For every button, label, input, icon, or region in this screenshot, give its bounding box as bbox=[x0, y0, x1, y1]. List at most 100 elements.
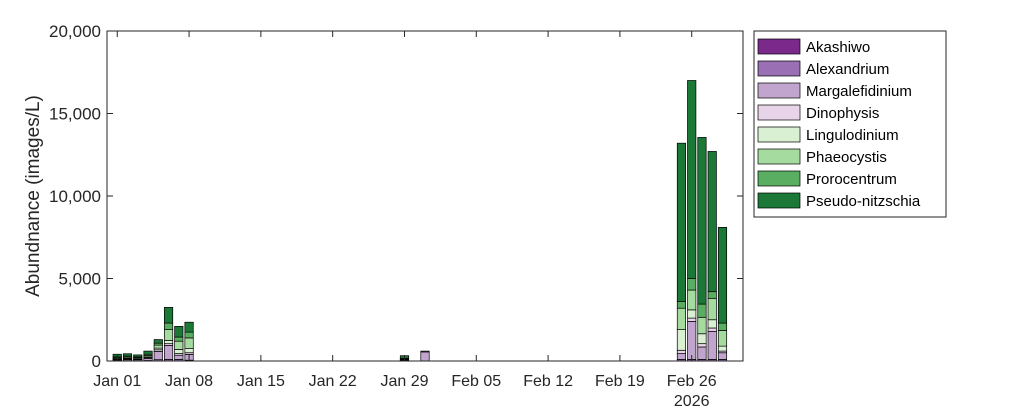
bar-segment-margalefidinium bbox=[163, 344, 174, 360]
bar-stack bbox=[133, 354, 143, 362]
y-tick-label: 10,000 bbox=[49, 187, 101, 206]
x-year-label: 2026 bbox=[674, 393, 710, 410]
bar-segment-lingulodinium bbox=[707, 319, 717, 329]
bar-stack bbox=[143, 350, 153, 362]
bar-segment-pseudo-nitzschia bbox=[174, 326, 184, 338]
x-tick-label: Feb 05 bbox=[451, 373, 501, 390]
bar-segment-prorocentrum bbox=[163, 322, 174, 330]
axes-layer: 0 5,000 10,000 15,000 20,000 Jan 01 Jan 08 Jan … bbox=[23, 22, 744, 410]
bar-segment-margalefidinium bbox=[717, 352, 728, 360]
legend-label: Dinophysis bbox=[806, 105, 879, 122]
legend-box bbox=[753, 30, 947, 218]
bar-segment-dinophysis bbox=[697, 343, 707, 348]
bar-stack bbox=[697, 137, 707, 362]
bar-segment-margalefidinium bbox=[420, 351, 430, 362]
bar-stack bbox=[420, 350, 430, 362]
bar-segment-margalefidinium bbox=[153, 351, 163, 361]
bar-segment-phaeocystis bbox=[174, 340, 184, 350]
bar-segment-lingulodinium bbox=[676, 329, 687, 351]
bar-segment-prorocentrum bbox=[687, 278, 697, 291]
bar-stack bbox=[676, 142, 687, 362]
bar-stack bbox=[707, 151, 717, 362]
legend-label: Prorocentrum bbox=[806, 171, 897, 188]
bar-segment-prorocentrum bbox=[697, 303, 707, 318]
bar-segment-margalefidinium bbox=[174, 354, 184, 360]
bar-segment-pseudo-nitzschia bbox=[707, 151, 717, 293]
bar-segment-pseudo-nitzschia bbox=[122, 353, 133, 357]
legend-swatch bbox=[757, 82, 801, 99]
legend-label: Lingulodinium bbox=[806, 127, 899, 144]
bar-stack bbox=[163, 307, 174, 362]
legend-label: Margalefidinium bbox=[806, 83, 912, 100]
bar-segment-pseudo-nitzschia bbox=[163, 307, 174, 324]
bar-segment-phaeocystis bbox=[676, 307, 687, 331]
y-tick-label: 20,000 bbox=[49, 22, 101, 41]
x-tick-label: Feb 12 bbox=[523, 373, 573, 390]
bar-segment-phaeocystis bbox=[163, 329, 174, 341]
bar-segment-dinophysis bbox=[676, 349, 687, 354]
legend-swatch bbox=[757, 126, 801, 143]
x-tick-label: Jan 22 bbox=[309, 373, 357, 390]
bar-segment-lingulodinium bbox=[697, 333, 707, 345]
y-tick-label: 0 bbox=[92, 352, 101, 371]
bar-segment-pseudo-nitzschia bbox=[717, 227, 728, 324]
legend-swatch bbox=[757, 38, 801, 55]
bar-segment-prorocentrum bbox=[707, 291, 717, 299]
bar-segment-lingulodinium bbox=[184, 348, 194, 354]
bar-stack bbox=[122, 353, 133, 362]
legend-label: Alexandrium bbox=[806, 61, 889, 78]
x-tick-label: Jan 29 bbox=[380, 373, 428, 390]
bar-segment-prorocentrum bbox=[174, 336, 184, 342]
bar-segment-pseudo-nitzschia bbox=[133, 354, 143, 358]
plot-area bbox=[107, 31, 743, 361]
legend-swatch bbox=[757, 192, 801, 209]
bar-segment-dinophysis bbox=[687, 317, 697, 322]
bar-segment-prorocentrum bbox=[184, 331, 194, 339]
legend-label: Phaeocystis bbox=[806, 149, 887, 166]
bar-segment-pseudo-nitzschia bbox=[143, 350, 153, 355]
bar-segment-lingulodinium bbox=[717, 345, 728, 352]
legend-swatch bbox=[757, 104, 801, 121]
legend-swatch bbox=[757, 148, 801, 165]
bar-segment-phaeocystis bbox=[687, 289, 697, 311]
bar-stack bbox=[687, 80, 697, 362]
y-tick-label: 15,000 bbox=[49, 105, 101, 124]
legend-label: Akashiwo bbox=[806, 39, 870, 56]
bar-segment-phaeocystis bbox=[153, 344, 163, 349]
bar-segment-pseudo-nitzschia bbox=[697, 137, 707, 305]
bar-segment-pseudo-nitzschia bbox=[676, 142, 687, 302]
bar-segment-phaeocystis bbox=[697, 316, 707, 335]
bar-segment-margalefidinium bbox=[687, 321, 697, 360]
bar-segment-phaeocystis bbox=[707, 297, 717, 321]
x-tick-label: Feb 26 bbox=[667, 373, 717, 390]
bar-segment-dinophysis bbox=[420, 350, 430, 353]
bar-segment-margalefidinium bbox=[707, 330, 717, 360]
x-tick-label: Jan 15 bbox=[237, 373, 285, 390]
x-tick-label: Jan 08 bbox=[165, 373, 213, 390]
bar-segment-phaeocystis bbox=[717, 330, 728, 347]
bar-segment-prorocentrum bbox=[717, 322, 728, 331]
bar-segment-prorocentrum bbox=[676, 301, 687, 309]
x-tick-label: Jan 01 bbox=[93, 373, 141, 390]
y-axis-label: Abundnance (images/L) bbox=[23, 95, 44, 297]
bar-segment-lingulodinium bbox=[687, 309, 697, 319]
bar-stack bbox=[174, 326, 184, 362]
bar-stack bbox=[153, 339, 163, 362]
legend-swatch bbox=[757, 170, 801, 187]
bar-segment-pseudo-nitzschia bbox=[687, 80, 697, 279]
y-tick-label: 5,000 bbox=[58, 270, 101, 289]
legend: Akashiwo Alexandrium Margalefidinium Dinoph… bbox=[753, 30, 947, 218]
bar-segment-margalefidinium bbox=[697, 346, 707, 360]
x-tick-label: Feb 19 bbox=[595, 373, 645, 390]
plot-layer bbox=[107, 31, 743, 362]
bar-segment-pseudo-nitzschia bbox=[153, 339, 163, 344]
legend-label: Pseudo-nitzschia bbox=[806, 193, 921, 210]
bar-segment-pseudo-nitzschia bbox=[184, 321, 194, 333]
bar-segment-lingulodinium bbox=[163, 340, 174, 345]
bar-stack bbox=[717, 227, 728, 362]
bar-segment-margalefidinium bbox=[676, 353, 687, 360]
bar-segment-phaeocystis bbox=[184, 337, 194, 349]
bar-segment-lingulodinium bbox=[174, 349, 184, 354]
